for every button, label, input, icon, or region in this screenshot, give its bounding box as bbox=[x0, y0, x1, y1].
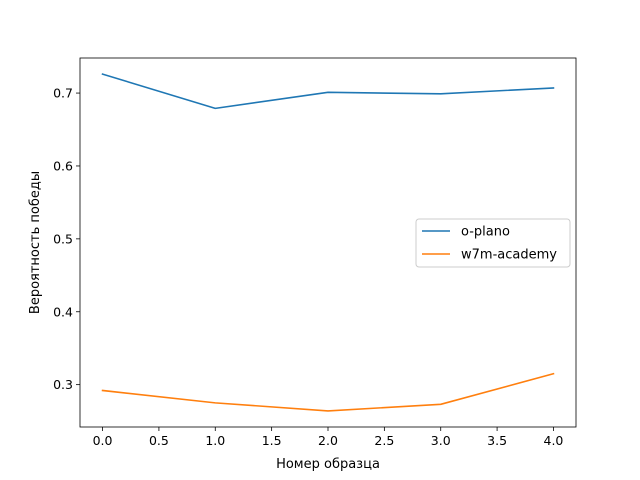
x-tick-label: 2.5 bbox=[374, 433, 394, 448]
x-tick-label: 2.0 bbox=[318, 433, 338, 448]
y-axis: 0.3 0.4 0.5 0.6 0.7 bbox=[53, 86, 80, 392]
y-tick-label: 0.6 bbox=[53, 158, 73, 173]
x-tick-label: 0.5 bbox=[149, 433, 169, 448]
y-tick-label: 0.5 bbox=[53, 231, 73, 246]
y-tick-label: 0.3 bbox=[53, 377, 73, 392]
y-tick-label: 0.4 bbox=[53, 304, 73, 319]
x-tick-label: 4.0 bbox=[544, 433, 564, 448]
y-axis-label: Вероятность победы bbox=[28, 171, 43, 314]
plot-area bbox=[101, 73, 555, 412]
x-axis-label: Номер образца bbox=[276, 457, 380, 472]
legend: o-plano w7m-academy bbox=[415, 218, 571, 268]
series-line-w7m-academy bbox=[101, 372, 555, 412]
legend-label-o-plano: o-plano bbox=[461, 225, 510, 240]
x-tick-label: 0.0 bbox=[93, 433, 113, 448]
axes-frame bbox=[79, 57, 577, 428]
legend-box bbox=[415, 218, 571, 268]
legend-label-w7m-academy: w7m-academy bbox=[461, 248, 557, 263]
x-tick-label: 3.0 bbox=[431, 433, 451, 448]
x-axis: 0.0 0.5 1.0 1.5 2.0 2.5 3.0 3.5 4.0 bbox=[93, 427, 564, 448]
x-tick-label: 1.0 bbox=[205, 433, 225, 448]
x-tick-label: 1.5 bbox=[262, 433, 282, 448]
y-tick-label: 0.7 bbox=[53, 86, 73, 101]
series-line-o-plano bbox=[101, 73, 555, 110]
x-tick-label: 3.5 bbox=[487, 433, 507, 448]
